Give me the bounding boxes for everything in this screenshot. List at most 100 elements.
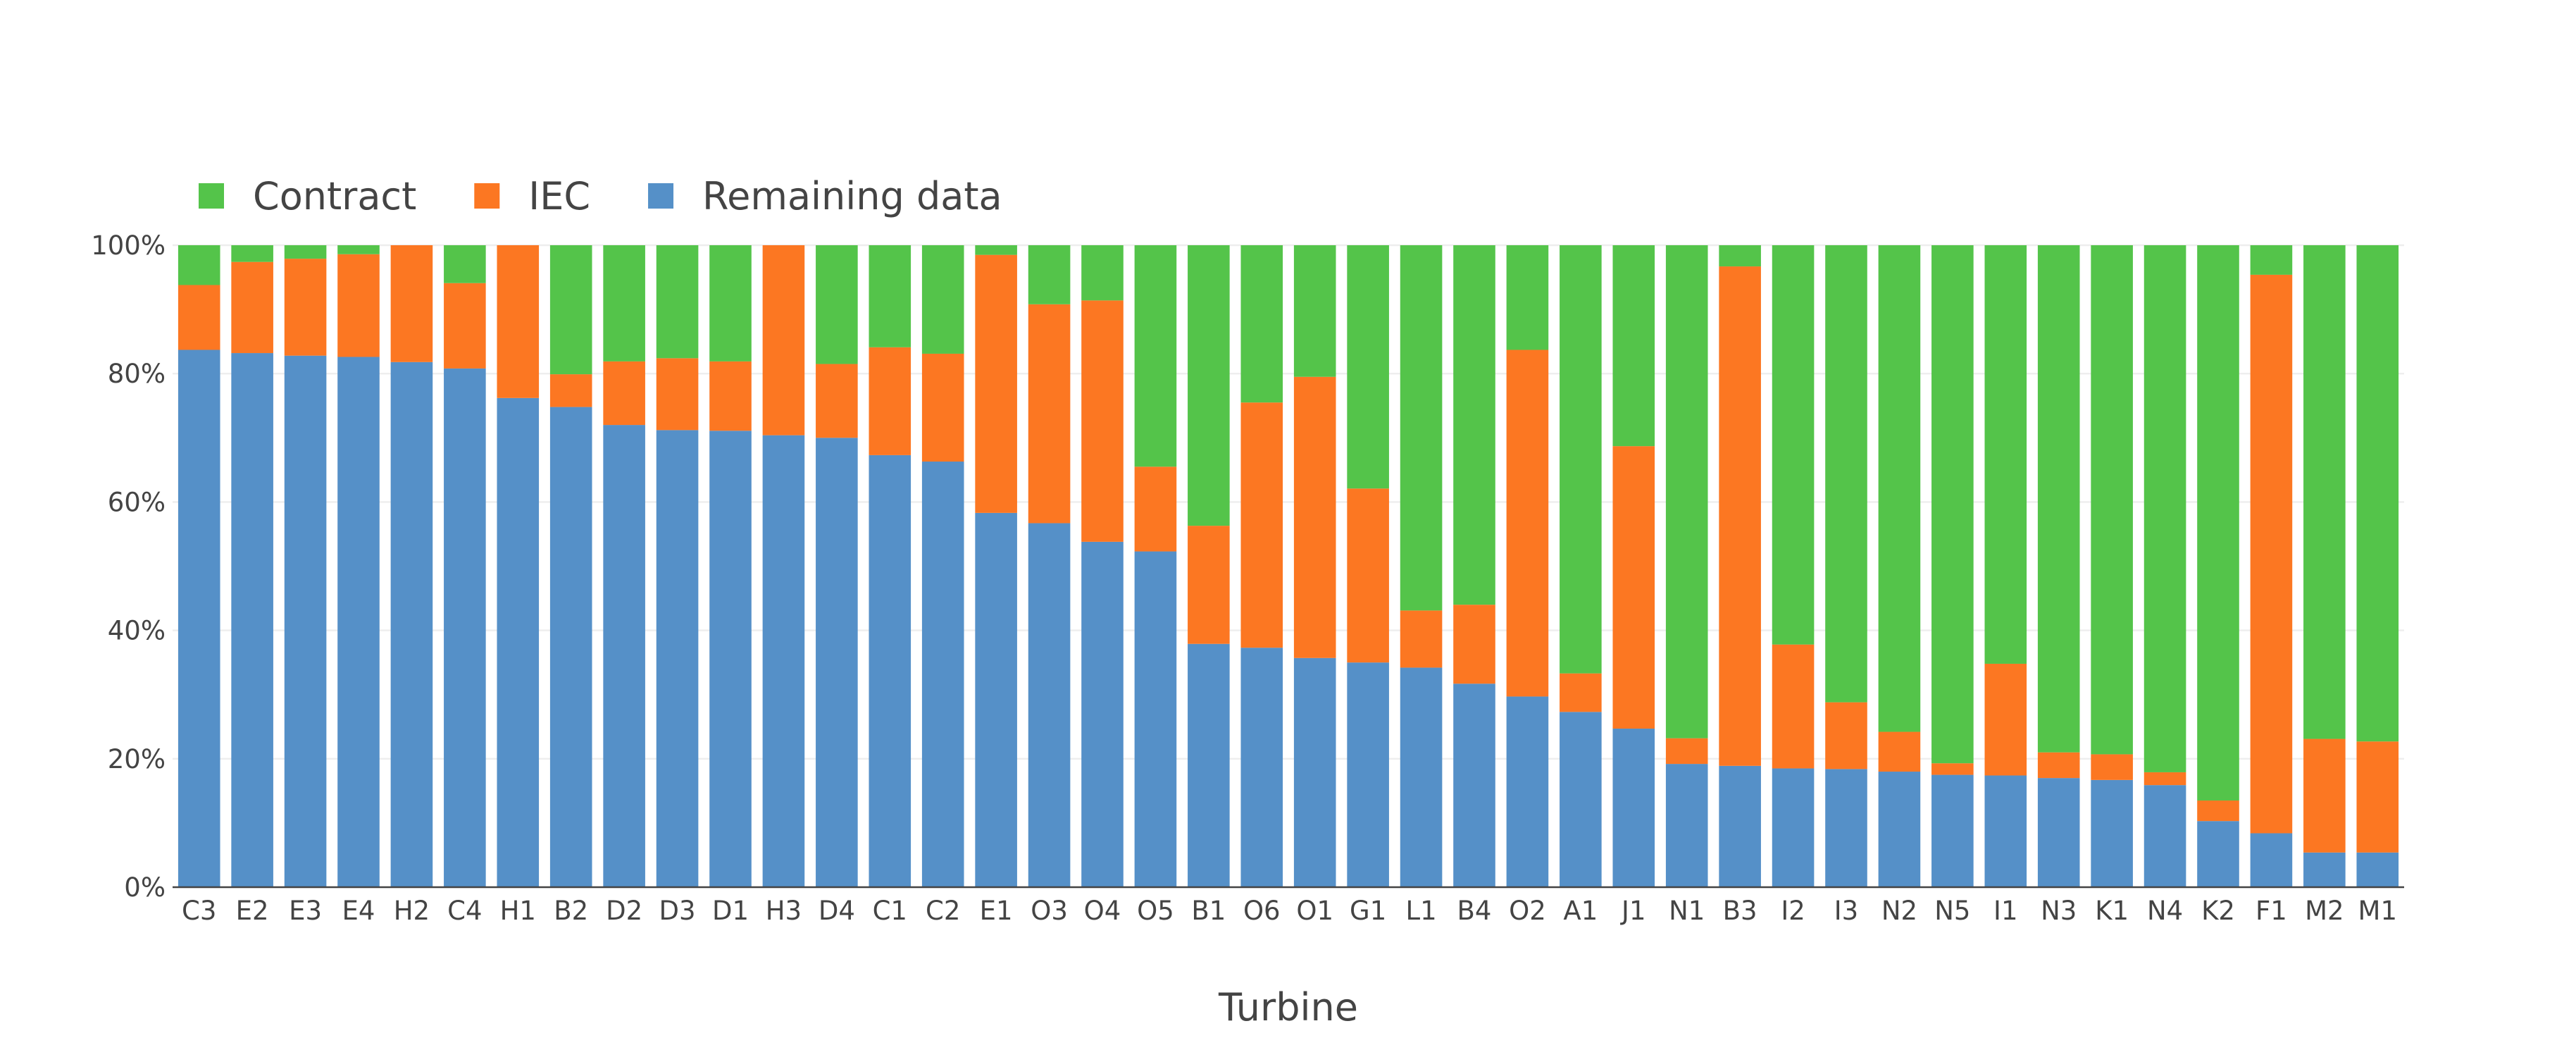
x-tick-label: H3 xyxy=(766,896,802,926)
bar-remaining-data-c3 xyxy=(178,350,220,887)
bar-remaining-data-h2 xyxy=(390,361,433,887)
x-tick-label: E3 xyxy=(289,896,322,926)
bar-contract-g1 xyxy=(1347,245,1389,489)
x-tick-label: N1 xyxy=(1669,896,1705,926)
x-tick-label: N4 xyxy=(2147,896,2183,926)
bar-contract-e2 xyxy=(231,245,273,262)
bar-remaining-data-j1 xyxy=(1612,728,1655,887)
x-tick-label: C3 xyxy=(182,896,216,926)
bar-iec-m1 xyxy=(2356,741,2399,853)
bar-iec-o6 xyxy=(1240,402,1283,648)
bar-iec-n5 xyxy=(1931,763,1974,775)
x-tick-label: O3 xyxy=(1031,896,1068,926)
bar-remaining-data-o2 xyxy=(1506,696,1549,887)
legend-swatch xyxy=(648,183,674,209)
bar-contract-a1 xyxy=(1560,245,1602,674)
bar-iec-b1 xyxy=(1188,526,1230,644)
bar-contract-e4 xyxy=(337,245,380,254)
bar-contract-k2 xyxy=(2197,245,2239,801)
x-tick-label: O1 xyxy=(1296,896,1333,926)
bar-remaining-data-k2 xyxy=(2197,821,2239,887)
bar-iec-k2 xyxy=(2197,801,2239,822)
y-tick-label: 80% xyxy=(108,359,166,389)
bar-remaining-data-k1 xyxy=(2091,779,2133,887)
bar-remaining-data-d3 xyxy=(656,430,699,887)
bar-iec-n2 xyxy=(1878,731,1921,772)
bar-contract-d2 xyxy=(603,245,645,361)
bar-iec-e2 xyxy=(231,261,273,354)
x-tick-label: D1 xyxy=(712,896,749,926)
bar-contract-c3 xyxy=(178,245,220,285)
bar-contract-n3 xyxy=(2037,245,2080,753)
x-tick-label: I1 xyxy=(1993,896,2017,926)
x-tick-label: N5 xyxy=(1934,896,1970,926)
x-tick-label: G1 xyxy=(1350,896,1386,926)
x-tick-label: J1 xyxy=(1620,896,1645,926)
bar-iec-h3 xyxy=(762,245,805,435)
bar-remaining-data-g1 xyxy=(1347,662,1389,887)
x-tick-label: N3 xyxy=(2041,896,2077,926)
bar-iec-g1 xyxy=(1347,488,1389,663)
bar-iec-d1 xyxy=(709,361,752,431)
x-tick-label: E4 xyxy=(342,896,375,926)
bar-contract-c2 xyxy=(921,245,964,354)
bar-contract-b4 xyxy=(1453,245,1495,605)
x-tick-label: O5 xyxy=(1137,896,1174,926)
bar-remaining-data-n5 xyxy=(1931,774,1974,887)
x-tick-label: M2 xyxy=(2305,896,2344,926)
x-axis-ticks: C3 E2 E3 E4 H2 C4 H1 B2 D2 D3 D1 H3 D4 C1 C2 E1 O3 O4 O5 B1… xyxy=(182,896,2397,926)
bar-iec-i3 xyxy=(1825,702,1867,769)
bar-iec-l1 xyxy=(1400,610,1443,668)
bar-remaining-data-b1 xyxy=(1188,643,1230,887)
x-tick-label: O6 xyxy=(1243,896,1281,926)
bar-contract-n2 xyxy=(1878,245,1921,732)
bar-iec-i1 xyxy=(1984,663,2027,776)
x-tick-label: D4 xyxy=(819,896,855,926)
bar-remaining-data-i2 xyxy=(1772,768,1815,887)
bar-iec-d4 xyxy=(816,364,858,438)
bar-iec-o5 xyxy=(1134,466,1177,552)
bar-contract-k1 xyxy=(2091,245,2133,755)
bar-iec-n1 xyxy=(1665,738,1708,765)
bar-remaining-data-e3 xyxy=(284,355,327,887)
bar-remaining-data-o4 xyxy=(1081,541,1124,887)
y-axis-ticks: 0% 20% 40% 60% 80% 100% xyxy=(91,230,166,903)
bar-remaining-data-a1 xyxy=(1560,712,1602,887)
x-axis-title: Turbine xyxy=(1218,985,1358,1030)
bar-remaining-data-d1 xyxy=(709,431,752,887)
bar-remaining-data-n4 xyxy=(2143,785,2186,887)
bar-remaining-data-b4 xyxy=(1453,684,1495,887)
bar-iec-o3 xyxy=(1028,304,1071,524)
bar-iec-e4 xyxy=(337,254,380,357)
x-tick-label: K1 xyxy=(2095,896,2129,926)
x-tick-label: E2 xyxy=(236,896,269,926)
x-tick-label: I3 xyxy=(1834,896,1858,926)
legend: Contract IEC Remaining data xyxy=(199,174,1002,218)
bar-remaining-data-n3 xyxy=(2037,778,2080,887)
bars xyxy=(178,245,2399,888)
bar-contract-n5 xyxy=(1931,245,1974,764)
bar-remaining-data-b3 xyxy=(1719,765,1761,887)
bar-contract-l1 xyxy=(1400,245,1443,611)
bar-iec-e1 xyxy=(975,254,1017,513)
bar-contract-f1 xyxy=(2250,245,2293,275)
bar-contract-o2 xyxy=(1506,245,1549,350)
bar-iec-n3 xyxy=(2037,752,2080,779)
x-tick-label: H1 xyxy=(500,896,536,926)
y-tick-label: 0% xyxy=(124,872,166,903)
bar-contract-c1 xyxy=(869,245,911,347)
bar-remaining-data-m2 xyxy=(2303,852,2346,887)
x-tick-label: C1 xyxy=(873,896,907,926)
x-tick-label: I2 xyxy=(1781,896,1805,926)
bar-iec-e3 xyxy=(284,259,327,356)
bar-remaining-data-o1 xyxy=(1293,657,1336,887)
bar-iec-h1 xyxy=(497,245,540,398)
bar-iec-b2 xyxy=(549,374,592,407)
bar-remaining-data-n2 xyxy=(1878,772,1921,887)
x-tick-label: B3 xyxy=(1723,896,1757,926)
bar-contract-d1 xyxy=(709,245,752,361)
x-tick-label: C2 xyxy=(926,896,960,926)
bar-remaining-data-m1 xyxy=(2356,852,2399,887)
bar-iec-d2 xyxy=(603,361,645,426)
